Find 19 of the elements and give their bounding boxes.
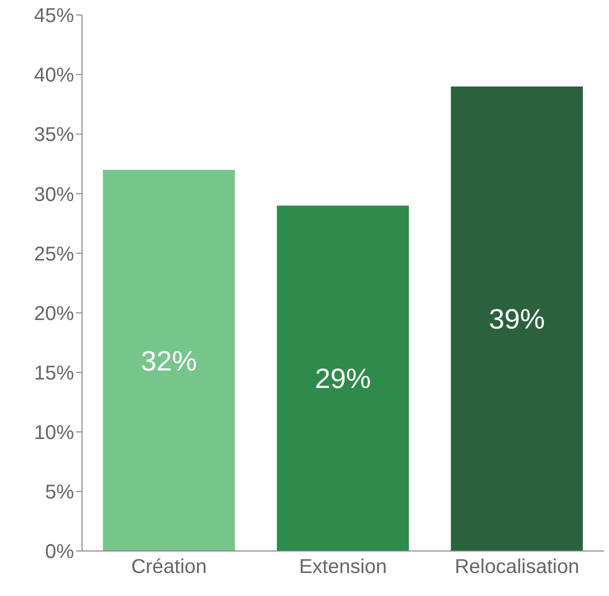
y-tick-label: 40% (34, 64, 74, 87)
y-tick-label: 20% (34, 302, 74, 325)
y-tick-label: 25% (34, 243, 74, 266)
y-tick-label: 35% (34, 124, 74, 146)
x-tick-label: Relocalisation (454, 556, 580, 578)
x-tick-label: Création (131, 556, 207, 578)
bar (276, 206, 409, 551)
y-tick-label: 0% (45, 541, 74, 564)
bar (102, 170, 235, 551)
data-label: 29% (314, 363, 371, 394)
y-tick-label: 10% (34, 422, 74, 444)
x-tick-label: Extension (299, 556, 387, 578)
data-label: 32% (140, 345, 197, 376)
bar (450, 86, 583, 551)
y-tick-label: 45% (34, 5, 74, 28)
y-tick-label: 15% (34, 362, 74, 384)
data-label: 39% (488, 304, 545, 335)
y-tick-label: 30% (34, 184, 74, 206)
y-tick-label: 5% (45, 482, 74, 504)
